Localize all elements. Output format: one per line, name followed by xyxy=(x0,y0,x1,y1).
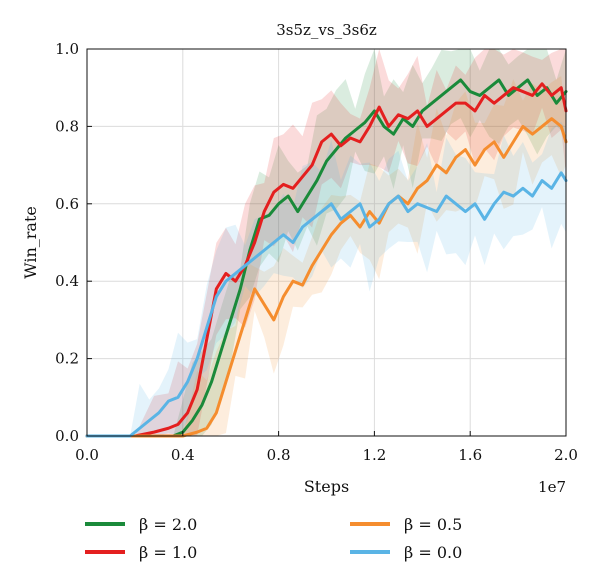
series-line-3 xyxy=(85,171,568,438)
x-axis-ticks: 0.0 0.4 0.8 1.2 1.6 2.0 xyxy=(75,431,578,464)
x-tick-label: 1.6 xyxy=(458,446,482,464)
x-tick-label: 0.0 xyxy=(75,446,99,464)
legend-label: β = 2.0 xyxy=(139,515,197,534)
y-tick-label: 0.0 xyxy=(55,427,79,445)
series-band-2 xyxy=(87,76,566,436)
chart-title: 3s5z_vs_3s6z xyxy=(276,21,377,39)
legend-item-2: β = 0.5 xyxy=(350,515,462,534)
legend-label: β = 1.0 xyxy=(139,543,197,562)
series-line-0 xyxy=(85,78,568,438)
y-tick-label: 0.6 xyxy=(55,195,79,213)
x-tick-label: 2.0 xyxy=(554,446,578,464)
plot-frame xyxy=(86,48,567,437)
legend-item-1: β = 1.0 xyxy=(85,543,197,562)
x-tick-label: 0.4 xyxy=(171,446,195,464)
y-tick-label: 0.2 xyxy=(55,350,79,368)
legend-label: β = 0.0 xyxy=(404,543,462,562)
legend-item-0: β = 2.0 xyxy=(85,515,197,534)
y-tick-label: 0.8 xyxy=(55,117,79,135)
x-axis-offset-label: 1e7 xyxy=(538,478,566,496)
series-band-3 xyxy=(87,121,566,436)
series-lines xyxy=(85,78,568,438)
legend-item-3: β = 0.0 xyxy=(350,543,462,562)
x-axis-label: Steps xyxy=(304,477,349,496)
legend: β = 2.0 β = 1.0 β = 0.5 β = 0.0 xyxy=(85,515,462,562)
y-tick-label: 1.0 xyxy=(55,40,79,58)
y-tick-label: 0.4 xyxy=(55,272,79,290)
x-tick-label: 0.8 xyxy=(267,446,291,464)
y-axis-ticks: 0.0 0.2 0.4 0.6 0.8 1.0 xyxy=(55,40,92,445)
legend-label: β = 0.5 xyxy=(404,515,462,534)
series-line-2 xyxy=(85,117,568,438)
y-axis-label: Win_rate xyxy=(21,206,40,279)
x-tick-label: 1.2 xyxy=(362,446,386,464)
